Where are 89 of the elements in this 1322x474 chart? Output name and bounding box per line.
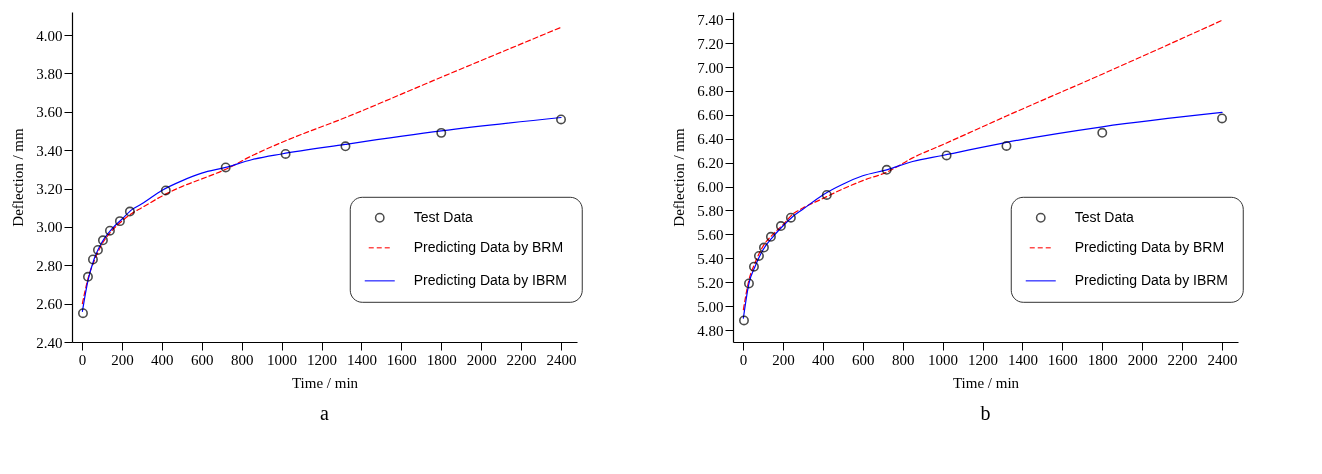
x-tick-label: 1800	[1087, 351, 1118, 368]
x-tick-label: 1600	[386, 351, 417, 368]
legend-label: Predicting Data by BRM	[413, 238, 564, 255]
point	[340, 141, 351, 152]
x-tick-label: 2000	[466, 351, 497, 368]
x-axis-title: Time / min	[952, 374, 1020, 391]
x-axis-title: Time / min	[291, 374, 359, 391]
x-tick-label: 1000	[928, 351, 959, 368]
y-tick-label: 6.00	[697, 179, 724, 196]
y-tick-label: 5.00	[697, 298, 724, 315]
point	[87, 254, 98, 265]
y-tick-label: 6.60	[697, 107, 724, 124]
point	[758, 242, 769, 253]
y-tick-label: 5.20	[697, 274, 724, 291]
y-axis-title: Deflection / mm	[10, 128, 27, 227]
point	[821, 189, 832, 200]
y-tick-label: 4.80	[697, 322, 724, 339]
point	[160, 185, 171, 196]
y-tick-label: 3.80	[36, 65, 63, 82]
x-tick-label: 1400	[1007, 351, 1038, 368]
y-tick-label: 3.40	[36, 142, 63, 159]
x-tick-label: 600	[851, 351, 875, 368]
point	[280, 149, 291, 159]
y-tick-label: 2.60	[36, 296, 63, 313]
point	[82, 271, 93, 282]
x-tick-label: 400	[812, 351, 835, 368]
point	[881, 164, 892, 175]
x-tick-label: 1200	[968, 351, 999, 368]
x-tick-label: 800	[891, 351, 915, 368]
legend-label: Test Data	[413, 208, 474, 225]
y-tick-label: 6.40	[697, 131, 724, 148]
x-tick-label: 200	[111, 351, 134, 368]
point	[97, 235, 108, 246]
y-tick-label: 3.60	[36, 104, 63, 121]
x-tick-label: 600	[190, 351, 214, 368]
x-tick-label: 2400	[546, 351, 577, 368]
point	[104, 225, 115, 236]
point	[124, 206, 135, 217]
y-tick-label: 7.40	[697, 11, 724, 28]
x-tick-label: 200	[772, 351, 795, 368]
x-tick-label: 2200	[1167, 351, 1198, 368]
y-tick-label: 4.00	[36, 27, 63, 44]
point	[753, 250, 764, 261]
legend-label: Predicting Data by IBRM	[413, 271, 568, 288]
text: b	[980, 402, 991, 424]
point	[220, 162, 231, 173]
legend-label: Test Data	[1074, 208, 1135, 225]
y-tick-label: 3.00	[36, 219, 63, 236]
x-tick-label: 1000	[267, 351, 298, 368]
point	[92, 244, 103, 255]
legend-label: Predicting Data by IBRM	[1074, 271, 1229, 288]
x-tick-label: 2200	[506, 351, 537, 368]
x-tick-label: 1400	[346, 351, 377, 368]
point	[765, 231, 776, 242]
point	[78, 308, 88, 319]
y-tick-label: 7.00	[697, 59, 724, 76]
y-tick-label: 5.60	[697, 226, 724, 243]
x-tick-label: 1200	[307, 351, 338, 368]
point	[748, 261, 759, 272]
point	[436, 127, 447, 138]
y-tick-label: 6.80	[697, 83, 724, 100]
y-tick-label: 5.80	[697, 202, 724, 219]
point	[1217, 113, 1228, 124]
point	[739, 315, 749, 326]
x-tick-label: 2400	[1207, 351, 1238, 368]
point	[114, 216, 125, 227]
point	[785, 212, 796, 223]
x-tick-label: 1800	[426, 351, 457, 368]
y-tick-label: 2.80	[36, 257, 63, 274]
x-tick-label: 0	[739, 351, 748, 368]
point	[1001, 140, 1012, 151]
y-tick-label: 5.40	[697, 250, 724, 267]
y-tick-label: 2.40	[36, 334, 63, 351]
x-tick-label: 2000	[1127, 351, 1158, 368]
point	[1097, 127, 1108, 138]
y-axis-title: Deflection / mm	[671, 128, 688, 227]
point	[941, 150, 952, 161]
y-tick-label: 6.20	[697, 155, 724, 172]
legend-label: Predicting Data by BRM	[1074, 238, 1225, 255]
point	[743, 278, 754, 289]
x-tick-label: 0	[78, 351, 87, 368]
y-tick-label: 3.20	[36, 181, 63, 198]
y-tick-label: 7.20	[697, 35, 724, 52]
text: a	[320, 402, 330, 424]
point	[775, 221, 786, 231]
x-tick-label: 800	[230, 351, 254, 368]
x-tick-label: 400	[151, 351, 174, 368]
point	[556, 114, 567, 125]
x-tick-label: 1600	[1047, 351, 1078, 368]
